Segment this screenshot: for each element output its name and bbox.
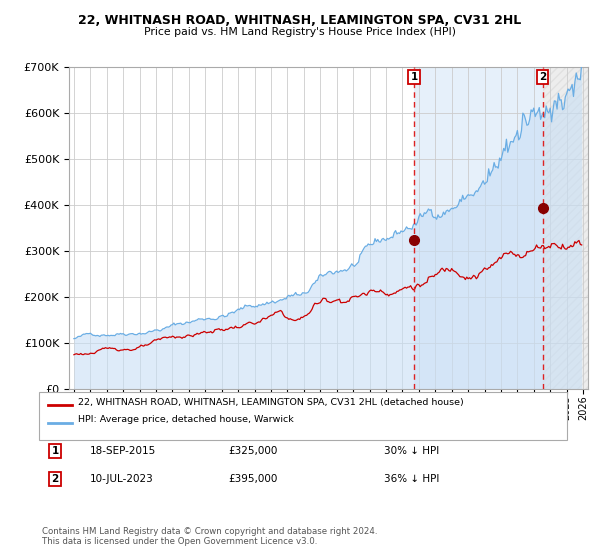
Text: £395,000: £395,000: [228, 474, 277, 484]
Bar: [542, 67, 599, 389]
Text: 36% ↓ HPI: 36% ↓ HPI: [384, 474, 439, 484]
Bar: [542, 67, 599, 389]
Text: 22, WHITNASH ROAD, WHITNASH, LEAMINGTON SPA, CV31 2HL: 22, WHITNASH ROAD, WHITNASH, LEAMINGTON …: [79, 14, 521, 27]
Text: 2: 2: [52, 474, 59, 484]
Text: 10-JUL-2023: 10-JUL-2023: [90, 474, 154, 484]
Text: 1: 1: [410, 72, 418, 82]
Text: 1: 1: [52, 446, 59, 456]
Text: 18-SEP-2015: 18-SEP-2015: [90, 446, 156, 456]
Bar: [414, 67, 542, 389]
Text: HPI: Average price, detached house, Warwick: HPI: Average price, detached house, Warw…: [78, 416, 294, 424]
Text: Contains HM Land Registry data © Crown copyright and database right 2024.
This d: Contains HM Land Registry data © Crown c…: [42, 526, 377, 546]
Text: 2: 2: [539, 72, 546, 82]
Text: 30% ↓ HPI: 30% ↓ HPI: [384, 446, 439, 456]
Text: Price paid vs. HM Land Registry's House Price Index (HPI): Price paid vs. HM Land Registry's House …: [144, 27, 456, 37]
Text: £325,000: £325,000: [228, 446, 277, 456]
Text: 22, WHITNASH ROAD, WHITNASH, LEAMINGTON SPA, CV31 2HL (detached house): 22, WHITNASH ROAD, WHITNASH, LEAMINGTON …: [78, 398, 464, 407]
